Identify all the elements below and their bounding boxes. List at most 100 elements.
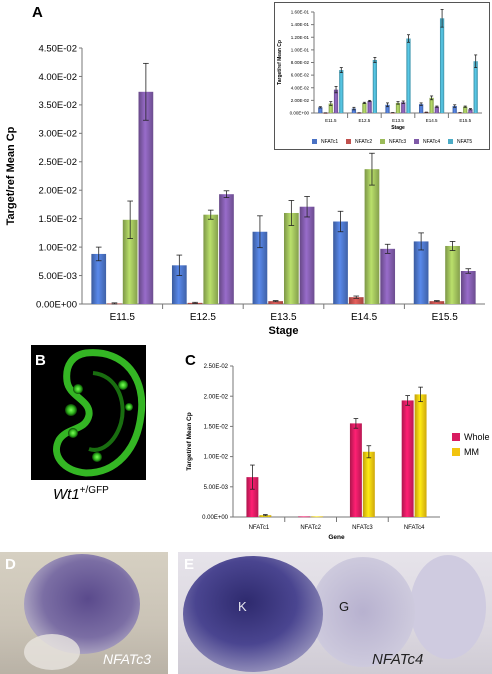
bar [299,206,315,304]
x-axis-title: Stage [269,325,299,337]
bar [333,221,348,304]
bar [333,89,339,113]
x-axis-title: Stage [391,125,405,131]
panel-label-c: C [185,352,196,369]
bar [434,106,439,113]
legend-label: NFATc4 [423,139,440,145]
legend-label: NFATc3 [389,139,406,145]
bar [219,194,234,304]
bar [401,400,414,517]
bar [122,219,138,304]
bar [364,169,380,304]
y-tick-label: 2.50E-02 [204,364,229,370]
x-tick-label: E12.5 [190,312,217,323]
y-tick-label: 8.00E-02 [291,60,310,65]
bar [348,297,364,304]
bar [362,102,367,113]
x-tick-label: NFATc1 [249,525,270,531]
bar [429,97,434,113]
bar [468,109,473,113]
bar [445,245,460,304]
bar [328,103,333,113]
in-situ-nfatc4-illustration [183,555,486,672]
legend-label: NFAT5 [457,139,472,145]
y-tick-label: 5.00E-03 [38,271,77,282]
y-tick-label: 3.00E-02 [38,129,77,140]
gonad-label: G [339,599,350,614]
x-tick-label: E12.5 [359,118,371,123]
legend-swatch [346,139,351,144]
x-tick-label: E15.5 [432,312,459,323]
y-tick-label: 5.00E-03 [204,485,229,491]
bar [406,38,411,114]
x-tick-label: E11.5 [110,312,136,323]
y-tick-label: 3.50E-02 [38,100,77,111]
bar [298,516,311,518]
panel-label-b: B [35,352,46,369]
kidney-label: K [238,599,247,614]
y-axis-title: Target/ref Mean Cp [5,126,17,225]
y-tick-label: 1.00E-02 [204,455,229,461]
bar [473,61,478,113]
legend-swatch [448,139,453,144]
in-situ-nfatc3-illustration [24,554,140,670]
y-tick-label: 6.00E-02 [291,73,310,78]
y-axis-title: Target/ref Mean Cp [277,40,283,85]
bar [284,212,299,304]
y-tick-label: 4.50E-02 [38,43,77,54]
bar [138,91,154,304]
legend-swatch [414,139,419,144]
x-tick-label: E15.5 [459,118,471,123]
bar [268,301,283,304]
y-tick-label: 1.50E-02 [38,214,77,225]
panel-label-e: E [184,556,195,573]
y-tick-label: 1.20E-01 [291,35,310,40]
y-tick-label: 0.00E+00 [202,515,229,521]
bar [460,271,476,304]
y-tick-label: 2.00E-02 [38,186,77,197]
legend-swatch [452,433,460,441]
x-tick-label: E14.5 [426,118,438,123]
legend-swatch [452,448,460,456]
bar [429,301,445,304]
legend-label: NFATc1 [321,139,338,145]
bar [349,423,362,517]
gfp-fluorescence-illustration [53,349,146,477]
bar [463,106,468,113]
bar [380,248,396,304]
in-situ-nfatc4-image [178,552,492,674]
bar [318,107,323,113]
y-tick-label: 2.00E-02 [291,98,310,103]
y-tick-label: 2.50E-02 [38,157,77,168]
y-tick-label: 1.60E-01 [291,10,310,15]
inset-frame [274,2,490,150]
bar [91,253,107,304]
x-tick-label: E14.5 [351,312,378,323]
y-tick-label: 4.00E-02 [291,85,310,90]
bar [311,516,324,518]
bar [246,477,259,517]
y-tick-label: 1.00E-02 [38,242,77,253]
bar [171,265,187,304]
bar [252,231,268,304]
legend-swatch [312,139,317,144]
bar [439,18,445,113]
caption-e: NFATc4 [372,651,424,668]
caption-d: NFATc3 [103,651,151,667]
panel-label-a: A [32,4,43,21]
chart-c: 0.00E+00 5.00E-03 1.00E-02 1.50E-02 2.00E-02… [186,364,490,541]
y-tick-label: 1.00E-01 [291,47,310,52]
bar [351,108,357,113]
chart-a-inset: 0.00E+00 2.00E-02 4.00E-02 6.00E-02 8.00E-02… [274,2,490,150]
bar [372,59,378,113]
y-axis-title: Target/ref Mean Cp [186,412,193,470]
legend-label: MM [464,447,479,457]
bar [362,451,375,517]
x-tick-label: NFATc2 [300,525,321,531]
bar [203,214,219,304]
bar [413,241,429,304]
legend-label: Whole [464,432,490,442]
y-tick-label: 4.00E-02 [38,72,77,83]
bar [414,394,427,517]
bar [367,101,372,113]
